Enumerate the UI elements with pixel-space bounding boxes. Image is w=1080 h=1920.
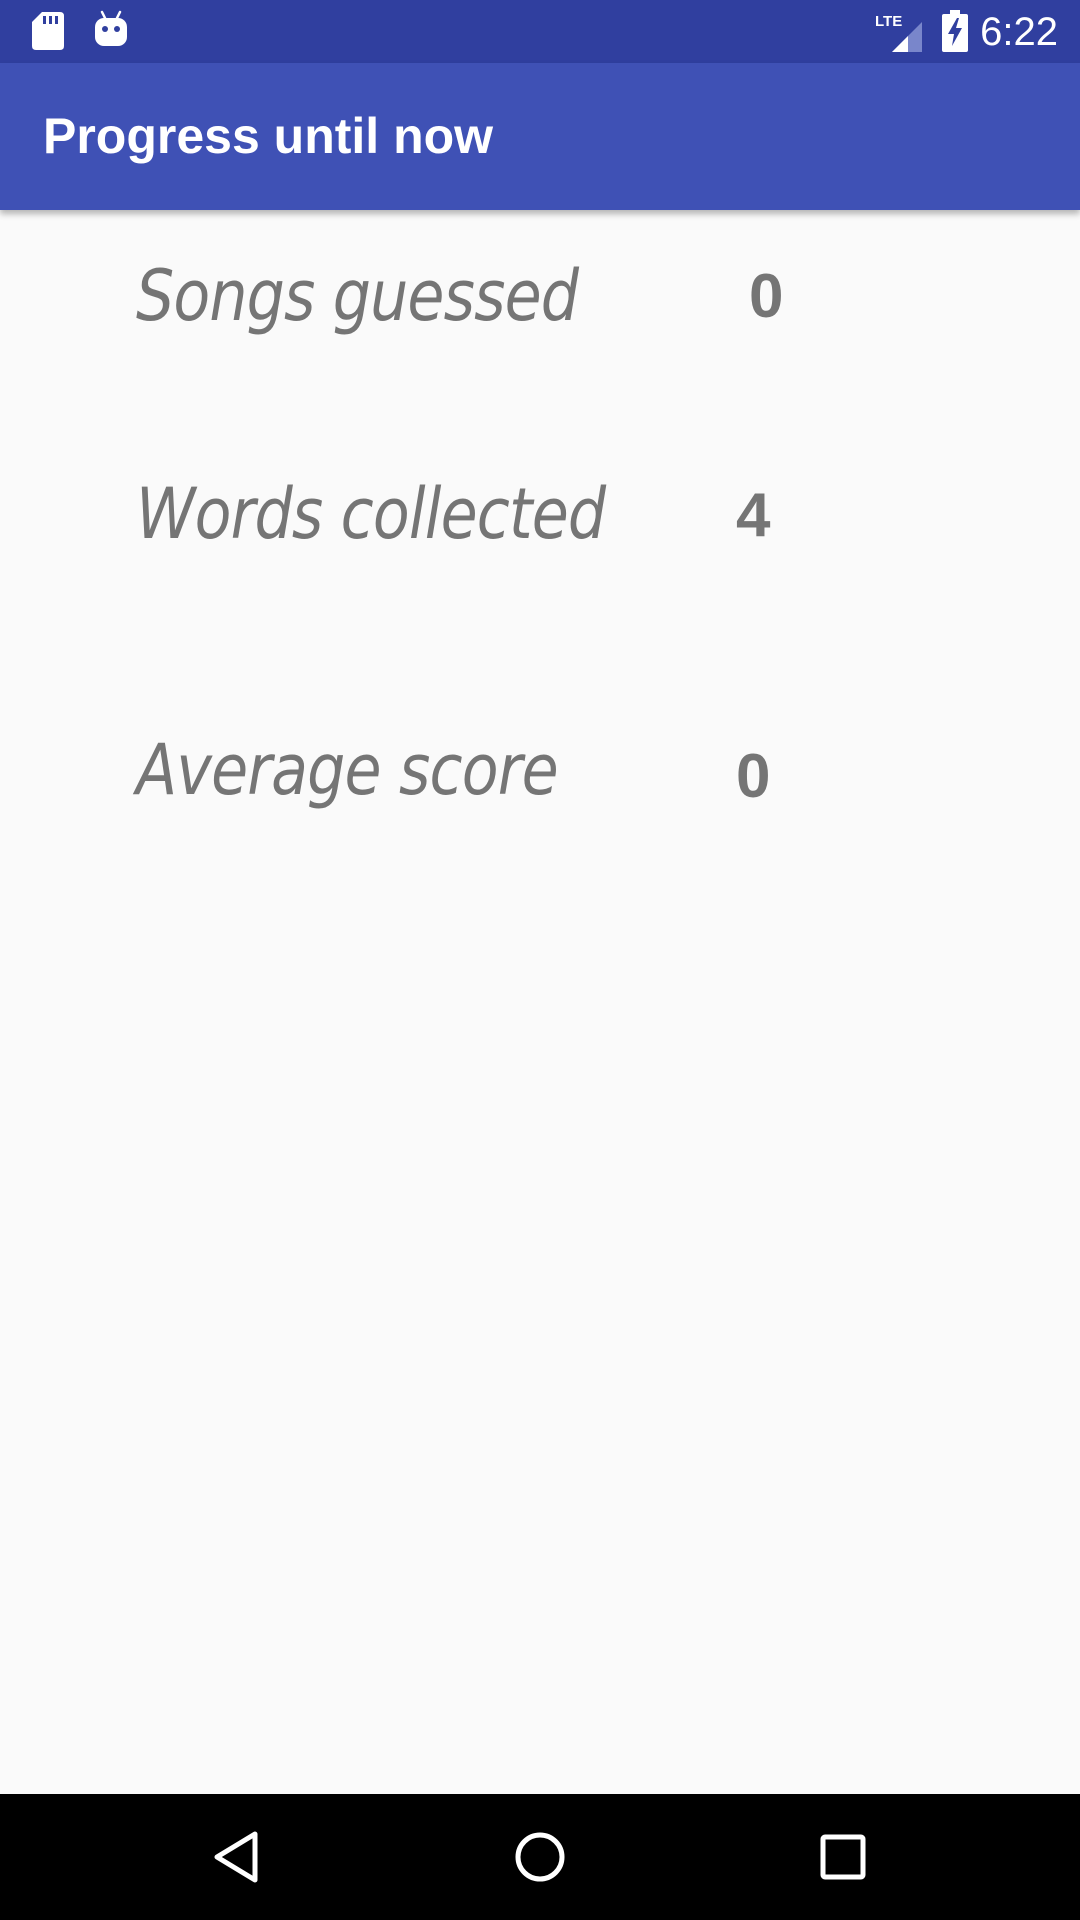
battery-charging-icon — [942, 10, 968, 52]
home-icon — [515, 1832, 565, 1882]
songs-guessed-label: Songs guessed — [136, 255, 579, 337]
android-icon — [95, 10, 127, 46]
app-bar: Progress until now — [0, 63, 1080, 210]
back-icon — [214, 1831, 258, 1883]
progress-content: Songs guessed 0 Words collected 4 Averag… — [0, 210, 1080, 1794]
home-button[interactable] — [460, 1794, 620, 1920]
status-time: 6:22 — [980, 10, 1058, 54]
words-collected-value: 4 — [736, 481, 771, 550]
sd-card-icon — [32, 12, 64, 50]
back-button[interactable] — [157, 1794, 317, 1920]
words-collected-label: Words collected — [136, 473, 606, 555]
average-score-value: 0 — [736, 742, 771, 811]
average-score-label: Average score — [136, 729, 559, 811]
songs-guessed-value: 0 — [749, 262, 784, 331]
recents-button[interactable] — [763, 1794, 923, 1920]
lte-signal-icon: LTE — [875, 13, 922, 52]
recents-icon — [820, 1834, 866, 1880]
status-bar: LTE 6:22 — [0, 0, 1080, 63]
svg-text:LTE: LTE — [875, 13, 902, 30]
navigation-bar — [0, 1794, 1080, 1920]
page-title: Progress until now — [43, 108, 494, 164]
